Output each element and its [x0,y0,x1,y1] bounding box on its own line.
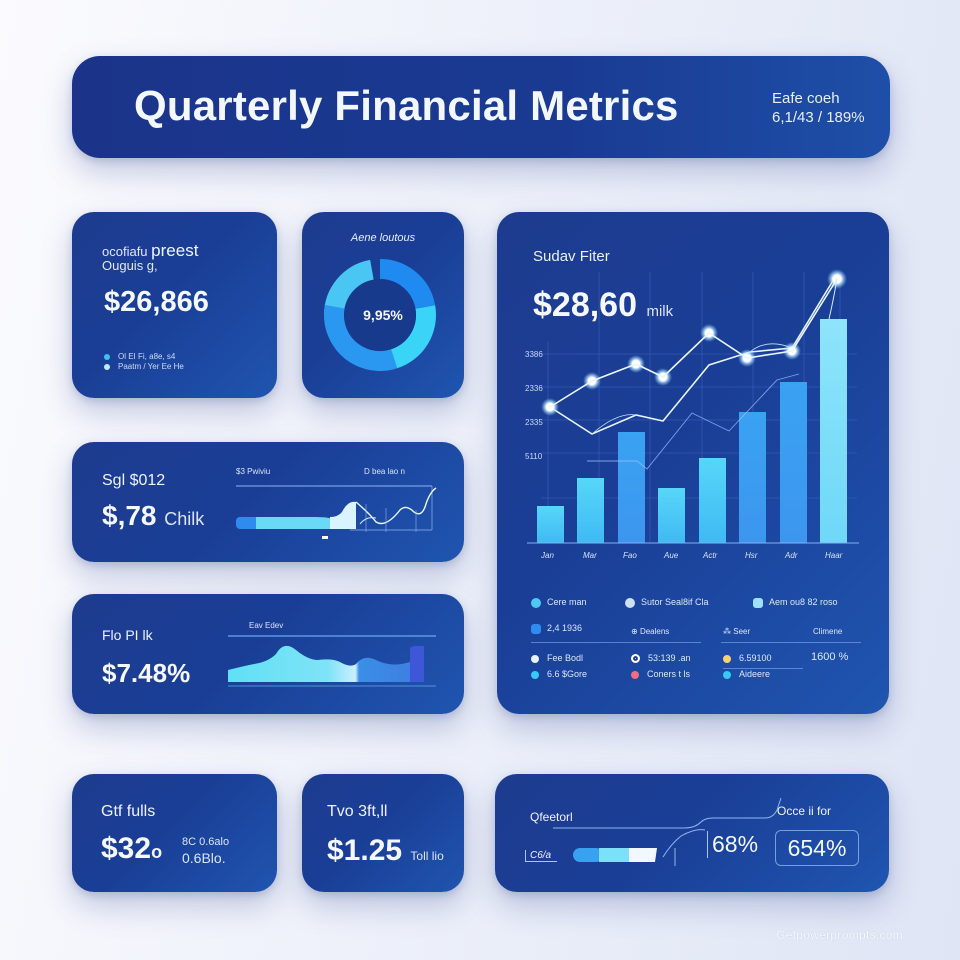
svg-text:Aue: Aue [663,551,679,560]
profit-card[interactable]: Gtf fulls $32o 8C 0.6alo 0.6Blo. [72,774,277,892]
main-chart-card[interactable]: 3386 2336 2335 5110 [497,212,889,714]
profit-label: Gtf fulls [101,803,156,820]
main-chart-value: $28,60 milk [533,286,674,324]
table-header-cell: ⊕ Dealens [631,627,670,636]
page-title: Quarterly Financial Metrics [134,82,679,129]
row-dot-icon [631,654,640,664]
total-label: Tvo 3ft,ll [327,803,388,820]
progress-tag: C6/a [525,850,558,862]
watermark: Getpowerprompts.com [776,928,904,942]
row-dot-icon [723,670,731,679]
svg-text:3386: 3386 [525,350,543,359]
row-dot-icon [631,670,639,679]
total-value: $1.25 Toll lio [327,834,444,867]
legend-swatch-icon [753,597,763,608]
donut-chart [324,259,436,371]
bar-4 [658,488,685,543]
bar-8 [820,319,847,543]
bar-2 [577,478,604,543]
revenue-card[interactable]: ocofiafu preest Ouguis g, $26,866 Ol EI … [72,212,277,398]
revenue-card-label: ocofiafu preest Ouguis g, [102,241,199,273]
progress-card[interactable]: Qfeetorl Occe ii for C6/a 68% 654% [495,774,889,892]
svg-text:2335: 2335 [525,418,543,427]
trend-chart-left-label: $3 Pwiviu [236,467,270,476]
donut-segment-1 [324,259,436,371]
donut-card[interactable]: Aene loutous 9,95% [302,212,464,398]
legend-swatch-icon [625,597,635,608]
header-banner: Quarterly Financial Metrics Eafe coeh 6,… [72,56,890,158]
bar-1 [537,506,564,543]
legend-dot-icon [104,353,110,360]
progress-label-right: Occe ii for [777,804,832,818]
table-header-cell: 2,4 1936 [531,623,582,634]
svg-text:Hsr: Hsr [745,551,758,560]
header-swatch-icon [531,623,541,634]
main-chart-label: Sudav Fiter [533,248,610,265]
legend-item: Paatm / Yer Ee He [104,362,184,372]
svg-text:Actr: Actr [702,551,718,560]
trend-chart-right-label: D bea lao n [364,467,405,476]
divider [721,642,861,643]
svg-text:2336: 2336 [525,384,543,393]
bar-7 [780,382,807,543]
legend-item[interactable]: Sutor Seal8if Cla [625,597,709,608]
table-header-cell: ⁂ Seer [723,627,751,636]
svg-text:5110: 5110 [525,452,543,461]
legend-item: Ol EI Fi, a8e, s4 [104,352,184,362]
header-meta-line2: 6,1/43 / 189% [772,109,865,126]
table-header-cell: Climene [813,627,843,636]
svg-text:Haar: Haar [825,551,843,560]
header-meta: Eafe coeh 6,1/43 / 189% [772,89,865,127]
header-meta-line1: Eafe coeh [772,90,840,107]
trend-label: Sgl $012 [102,472,166,489]
area-chart-label: Eav Edev [249,621,283,630]
bar-6 [739,412,766,543]
legend-dot-icon [104,363,110,370]
area-value: $7.48% [102,658,191,688]
row-dot-icon [723,654,731,663]
area-chart: Eav Edev [228,621,436,687]
profit-sub: 8C 0.6alo 0.6Blo. [182,836,230,866]
main-bar-line-chart: 3386 2336 2335 5110 [525,269,859,560]
donut-value: 9,95% [363,307,403,323]
progress-connector [553,797,782,866]
svg-text:Adr: Adr [784,551,798,560]
progress-label-left: Qfeetorl [530,810,573,824]
divider [531,642,701,643]
svg-text:Mar: Mar [583,551,597,560]
area-label: Flo PI lk [102,627,153,643]
bar-3 [618,432,645,543]
svg-text:Jan: Jan [540,551,554,560]
svg-text:Fao: Fao [623,551,637,560]
revenue-legend: Ol EI Fi, a8e, s4 Paatm / Yer Ee He [104,352,184,372]
legend-item[interactable]: Cere man [531,597,587,608]
trend-card[interactable]: Sgl $012 $,78 Chilk $3 Pwiviu D bea lao … [72,442,464,562]
trend-sparkline-chart: $3 Pwiviu D bea lao n [236,467,437,539]
progress-percent-1: 68% [707,831,758,858]
donut-label: Aene loutous [350,232,416,244]
total-card[interactable]: Tvo 3ft,ll $1.25 Toll lio [302,774,464,892]
row-dot-icon [531,670,539,679]
row-dot-icon [531,654,539,663]
legend-swatch-icon [531,597,541,608]
legend-item[interactable]: Aem ou8 82 roso [753,597,838,608]
bar-5 [699,458,726,543]
divider [723,668,803,669]
profit-value: $32o [101,832,163,865]
trend-value: $,78 Chilk [102,500,205,531]
area-card[interactable]: Flo PI lk $7.48% Eav Edev [72,594,464,714]
revenue-value: $26,866 [104,286,209,318]
progress-percent-2: 654% [775,830,859,866]
